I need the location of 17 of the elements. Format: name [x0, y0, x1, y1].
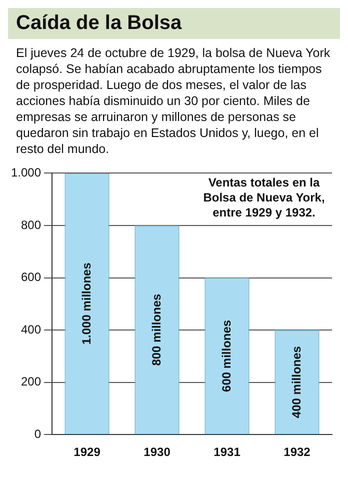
data-label: 800 millones: [149, 293, 164, 366]
x-tick-label: 1929: [74, 445, 101, 460]
x-tick-label: 1932: [284, 445, 311, 460]
chart-title: Caída de la Bolsa: [8, 8, 340, 39]
y-tick-label: 0: [34, 426, 42, 441]
y-tick-label: 1.000: [11, 166, 42, 180]
data-label: 600 millones: [219, 320, 234, 392]
y-tick-label: 800: [21, 218, 42, 232]
y-tick-label: 400: [21, 322, 42, 336]
x-tick-label: 1931: [214, 445, 241, 460]
data-label: 400 millones: [289, 346, 304, 418]
y-tick-label: 200: [21, 374, 42, 389]
annotation: Ventas totales en la Bolsa de Nueva York, entre 1929 y 1932.: [203, 176, 325, 220]
data-label: 1.000 millones: [79, 262, 94, 345]
y-tick-label: 600: [21, 270, 42, 284]
x-tick-label: 1930: [144, 445, 171, 460]
chart-subtitle: El jueves 24 de octubre de 1929, la bolsa de Nueva York colapsó. Se habían acabado abruptamente los tiempos de prosperidad. Luego de dos meses, el valor de las acciones había disminuido un 30 por ciento. Miles de empresas se arruinaron y millones de personas se quedaron sin trabajo en Estados Unidos y, luego, en el resto del mundo.: [15, 45, 332, 158]
